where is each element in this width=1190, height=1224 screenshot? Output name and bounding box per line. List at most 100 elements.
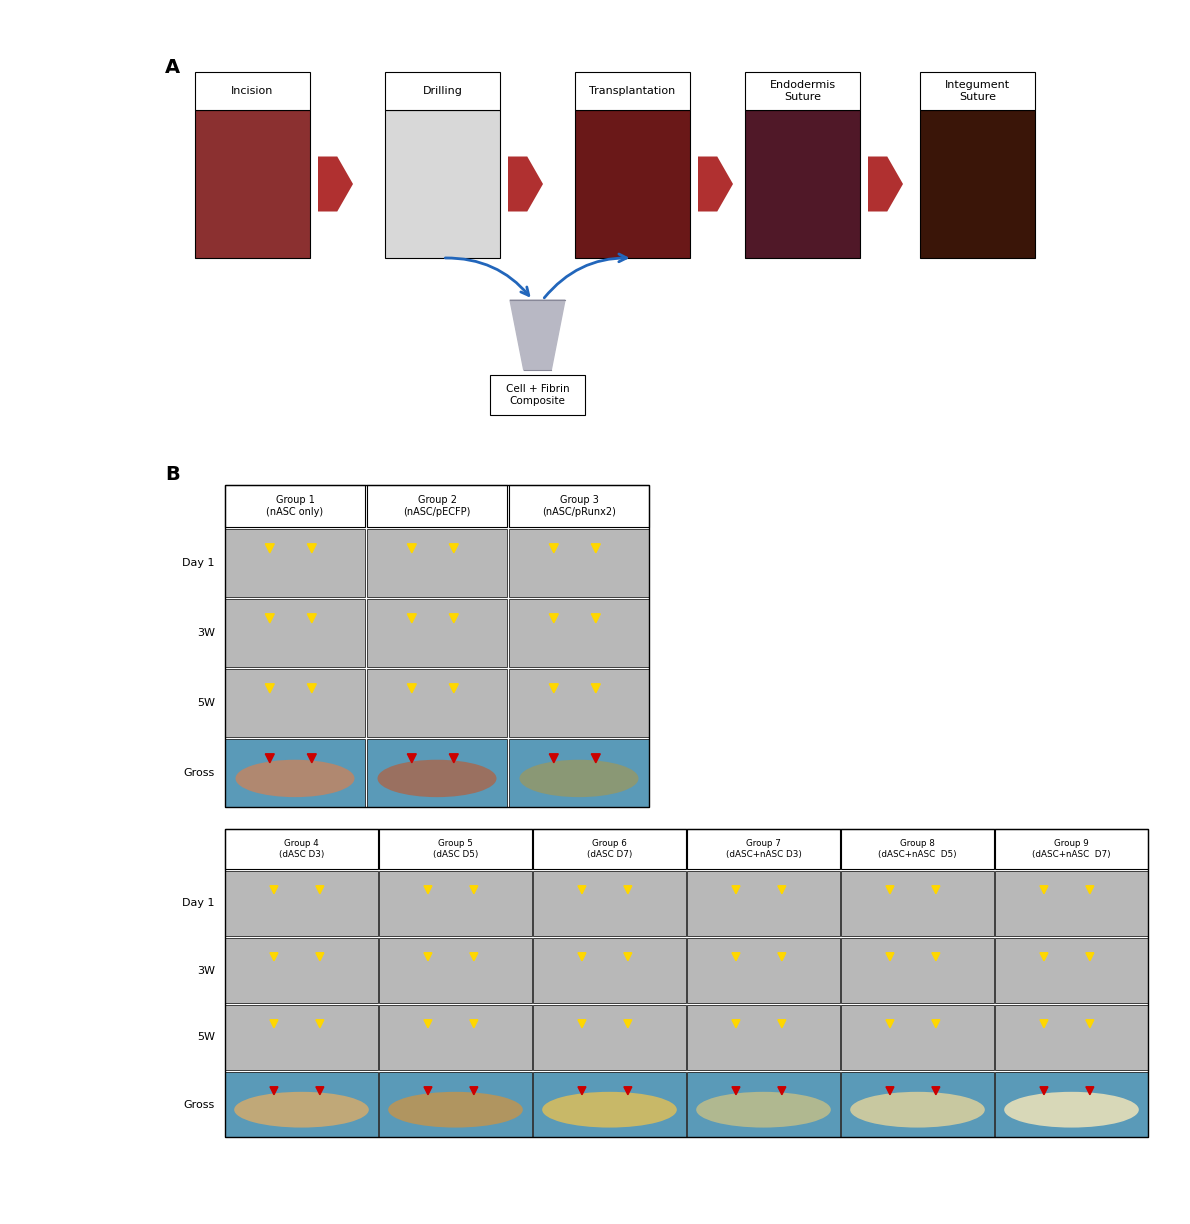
- Polygon shape: [591, 543, 600, 553]
- Polygon shape: [307, 543, 317, 553]
- Bar: [195, 72, 311, 110]
- Ellipse shape: [520, 760, 639, 797]
- Ellipse shape: [696, 1092, 831, 1127]
- Text: Group 4
(dASC D3): Group 4 (dASC D3): [278, 840, 324, 859]
- Polygon shape: [932, 952, 940, 961]
- Text: Group 7
(dASC+nASC D3): Group 7 (dASC+nASC D3): [726, 840, 801, 859]
- Bar: [533, 1072, 685, 1137]
- Text: Integument
Suture: Integument Suture: [945, 81, 1010, 102]
- Bar: [225, 670, 365, 737]
- Polygon shape: [778, 886, 785, 894]
- Bar: [509, 485, 649, 528]
- Polygon shape: [778, 952, 785, 961]
- Bar: [225, 529, 365, 597]
- Polygon shape: [315, 886, 324, 894]
- Polygon shape: [265, 754, 275, 763]
- Polygon shape: [265, 684, 275, 693]
- Polygon shape: [624, 1020, 632, 1028]
- Bar: [995, 938, 1148, 1002]
- Polygon shape: [932, 1087, 940, 1094]
- Polygon shape: [1085, 1087, 1094, 1094]
- Text: Incision: Incision: [231, 86, 274, 95]
- Polygon shape: [450, 613, 458, 623]
- Polygon shape: [578, 886, 585, 894]
- Polygon shape: [511, 300, 565, 370]
- Bar: [533, 871, 685, 936]
- Polygon shape: [778, 1020, 785, 1028]
- Polygon shape: [407, 754, 416, 763]
- Bar: [920, 110, 1035, 258]
- Text: Group 8
(dASC+nASC  D5): Group 8 (dASC+nASC D5): [878, 840, 957, 859]
- Polygon shape: [732, 1020, 740, 1028]
- Polygon shape: [450, 684, 458, 693]
- Polygon shape: [887, 886, 894, 894]
- Polygon shape: [407, 543, 416, 553]
- Ellipse shape: [236, 760, 355, 797]
- Text: B: B: [165, 465, 180, 483]
- Polygon shape: [450, 754, 458, 763]
- Bar: [995, 871, 1148, 936]
- Polygon shape: [887, 952, 894, 961]
- Text: Group 3
(nASC/pRunx2): Group 3 (nASC/pRunx2): [543, 496, 616, 517]
- Text: Day 1: Day 1: [182, 898, 215, 908]
- Polygon shape: [887, 1087, 894, 1094]
- Bar: [378, 1005, 532, 1070]
- Polygon shape: [307, 613, 317, 623]
- Bar: [533, 1005, 685, 1070]
- Polygon shape: [1040, 1087, 1048, 1094]
- Bar: [386, 110, 500, 258]
- Bar: [225, 871, 378, 936]
- Polygon shape: [265, 613, 275, 623]
- Polygon shape: [550, 684, 558, 693]
- Polygon shape: [450, 543, 458, 553]
- Bar: [490, 375, 585, 415]
- Bar: [841, 1005, 994, 1070]
- Bar: [533, 938, 685, 1002]
- Text: 5W: 5W: [198, 698, 215, 707]
- Polygon shape: [624, 1087, 632, 1094]
- Bar: [509, 670, 649, 737]
- Polygon shape: [624, 886, 632, 894]
- Bar: [509, 529, 649, 597]
- Polygon shape: [407, 613, 416, 623]
- Ellipse shape: [543, 1092, 677, 1127]
- Bar: [367, 485, 507, 528]
- Polygon shape: [270, 1020, 278, 1028]
- Bar: [225, 485, 649, 807]
- Bar: [745, 110, 860, 258]
- Bar: [225, 829, 1148, 1137]
- Text: Gross: Gross: [183, 1099, 215, 1109]
- Bar: [225, 599, 365, 667]
- Polygon shape: [315, 1087, 324, 1094]
- Bar: [841, 1072, 994, 1137]
- Ellipse shape: [388, 1092, 522, 1127]
- Bar: [378, 871, 532, 936]
- Polygon shape: [307, 684, 317, 693]
- Ellipse shape: [1004, 1092, 1139, 1127]
- Polygon shape: [550, 543, 558, 553]
- Polygon shape: [550, 754, 558, 763]
- Polygon shape: [578, 1020, 585, 1028]
- Polygon shape: [932, 886, 940, 894]
- Bar: [687, 938, 840, 1002]
- Text: Group 2
(nASC/pECFP): Group 2 (nASC/pECFP): [403, 496, 471, 517]
- Polygon shape: [470, 1087, 478, 1094]
- Bar: [995, 829, 1148, 869]
- Polygon shape: [732, 952, 740, 961]
- Polygon shape: [732, 886, 740, 894]
- Polygon shape: [868, 157, 903, 212]
- Bar: [225, 739, 365, 807]
- Polygon shape: [470, 886, 478, 894]
- Polygon shape: [778, 1087, 785, 1094]
- Polygon shape: [591, 754, 600, 763]
- Bar: [687, 871, 840, 936]
- Polygon shape: [1040, 886, 1048, 894]
- Text: Group 1
(nASC only): Group 1 (nASC only): [267, 496, 324, 517]
- Polygon shape: [265, 543, 275, 553]
- Polygon shape: [732, 1087, 740, 1094]
- Polygon shape: [578, 1087, 585, 1094]
- Bar: [687, 1005, 840, 1070]
- Bar: [378, 1072, 532, 1137]
- Polygon shape: [424, 886, 432, 894]
- Polygon shape: [307, 754, 317, 763]
